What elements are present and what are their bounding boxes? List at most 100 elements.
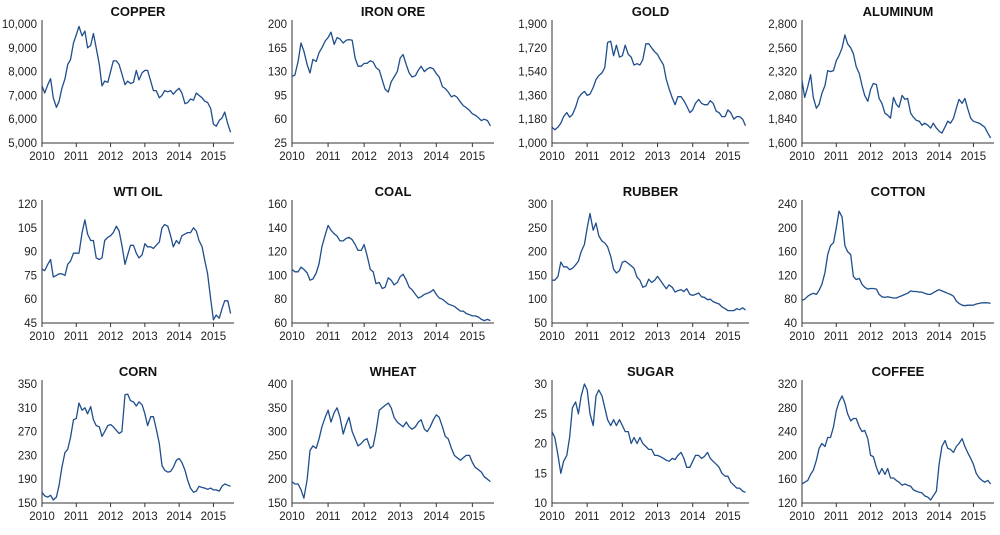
x-tick-label: 2014	[166, 511, 192, 523]
x-tick-label: 2015	[201, 151, 227, 163]
y-tick-label: 9,000	[8, 43, 37, 55]
x-tick-label: 2015	[460, 511, 486, 523]
y-tick-label: 150	[528, 270, 547, 282]
y-tick-label: 280	[778, 403, 797, 415]
x-tick-label: 2013	[132, 331, 158, 343]
y-tick-label: 190	[18, 474, 37, 486]
y-tick-label: 200	[778, 450, 797, 462]
x-tick-label: 2012	[858, 331, 884, 343]
x-tick-label: 2011	[316, 151, 341, 163]
y-tick-label: 1,900	[518, 19, 547, 31]
x-tick-label: 2012	[98, 151, 124, 163]
x-tick-label: 2010	[29, 151, 55, 163]
rubber-chart: RUBBER 50 100 150 200 250 300 2010 2011 2012 2013 2…	[528, 184, 749, 343]
y-tick-label: 30	[534, 379, 547, 391]
y-tick-label: 400	[268, 379, 287, 391]
y-tick-label: 150	[268, 498, 287, 510]
y-tick-label: 150	[18, 498, 37, 510]
x-tick-label: 2014	[423, 331, 449, 343]
x-tick-label: 2014	[423, 151, 449, 163]
coffee-price-line	[801, 395, 992, 501]
x-tick-label: 2013	[892, 511, 918, 523]
x-tick-label: 2011	[824, 331, 849, 343]
y-tick-label: 10	[534, 498, 547, 510]
y-tick-label: 140	[268, 223, 287, 235]
y-tick-label: 2,560	[768, 43, 797, 55]
gold-chart: GOLD 1,000 1,180 1,360 1,540 1,720 1,900 2010 20…	[518, 4, 749, 163]
y-tick-label: 2,320	[768, 67, 797, 79]
x-tick-label: 2015	[715, 151, 741, 163]
x-tick-label: 2014	[926, 331, 952, 343]
iron-ore-price-line	[291, 31, 491, 127]
coal-price-line	[291, 224, 491, 322]
x-tick-label: 2010	[29, 331, 55, 343]
x-tick-label: 2014	[680, 331, 706, 343]
y-tick-label: 8,000	[8, 67, 37, 79]
y-tick-label: 10,000	[2, 19, 37, 31]
y-tick-label: 25	[274, 138, 287, 150]
x-tick-label: 2010	[789, 511, 815, 523]
x-tick-label: 2012	[98, 331, 124, 343]
chart-title: IRON ORE	[361, 4, 426, 19]
wti-oil-price-line	[41, 219, 232, 321]
chart-title: RUBBER	[623, 184, 679, 199]
x-tick-label: 2014	[166, 151, 192, 163]
chart-title: ALUMINUM	[863, 4, 934, 19]
y-tick-label: 1,180	[518, 114, 547, 126]
aluminum-price-line	[801, 34, 992, 139]
iron-ore-chart: IRON ORE 25 60 95 130 165 200 2010 2011 2012 2013 2…	[268, 4, 494, 163]
x-tick-label: 2011	[316, 331, 341, 343]
x-tick-label: 2014	[680, 511, 706, 523]
chart-title: GOLD	[632, 4, 670, 19]
x-tick-label: 2015	[961, 331, 987, 343]
chart-title: SUGAR	[627, 364, 675, 379]
x-tick-label: 2011	[316, 511, 341, 523]
x-tick-label: 2011	[575, 151, 600, 163]
y-tick-label: 130	[268, 67, 287, 79]
x-tick-label: 2011	[824, 151, 849, 163]
y-tick-label: 350	[268, 403, 287, 415]
y-tick-label: 7,000	[8, 90, 37, 102]
x-tick-label: 2015	[961, 151, 987, 163]
chart-title: WTI OIL	[113, 184, 162, 199]
y-tick-label: 60	[274, 318, 287, 330]
x-tick-label: 2010	[279, 151, 305, 163]
x-tick-label: 2015	[201, 511, 227, 523]
y-tick-label: 95	[274, 90, 287, 102]
x-tick-label: 2010	[789, 151, 815, 163]
y-tick-label: 120	[18, 199, 37, 211]
y-tick-label: 240	[778, 199, 797, 211]
x-tick-label: 2013	[892, 151, 918, 163]
corn-chart: CORN 150 190 230 270 310 350 2010 2011 2012 2013 20…	[18, 364, 234, 523]
copper-chart: COPPER 5,000 6,000 7,000 8,000 9,000 10,000 201…	[2, 4, 234, 163]
y-tick-label: 270	[18, 427, 37, 439]
y-tick-label: 165	[268, 43, 287, 55]
y-tick-label: 160	[778, 474, 797, 486]
x-tick-label: 2011	[824, 511, 849, 523]
y-tick-label: 300	[268, 427, 287, 439]
x-tick-label: 2011	[64, 331, 89, 343]
x-tick-label: 2014	[926, 151, 952, 163]
x-tick-label: 2010	[789, 331, 815, 343]
y-tick-label: 1,360	[518, 90, 547, 102]
chart-title: WHEAT	[370, 364, 417, 379]
x-tick-label: 2011	[64, 511, 89, 523]
y-tick-label: 80	[274, 294, 287, 306]
x-tick-label: 2011	[64, 151, 89, 163]
x-tick-label: 2012	[610, 151, 636, 163]
y-tick-label: 45	[24, 318, 37, 330]
y-tick-label: 250	[528, 223, 547, 235]
copper-price-line	[41, 25, 232, 133]
cotton-price-line	[801, 210, 991, 307]
x-tick-label: 2012	[351, 331, 377, 343]
x-tick-label: 2014	[423, 511, 449, 523]
x-tick-label: 2010	[279, 511, 305, 523]
x-tick-label: 2012	[858, 151, 884, 163]
y-tick-label: 50	[534, 318, 547, 330]
x-tick-label: 2014	[926, 511, 952, 523]
y-tick-label: 60	[274, 114, 287, 126]
x-tick-label: 2010	[29, 511, 55, 523]
y-tick-label: 60	[24, 294, 37, 306]
x-tick-label: 2013	[132, 151, 158, 163]
